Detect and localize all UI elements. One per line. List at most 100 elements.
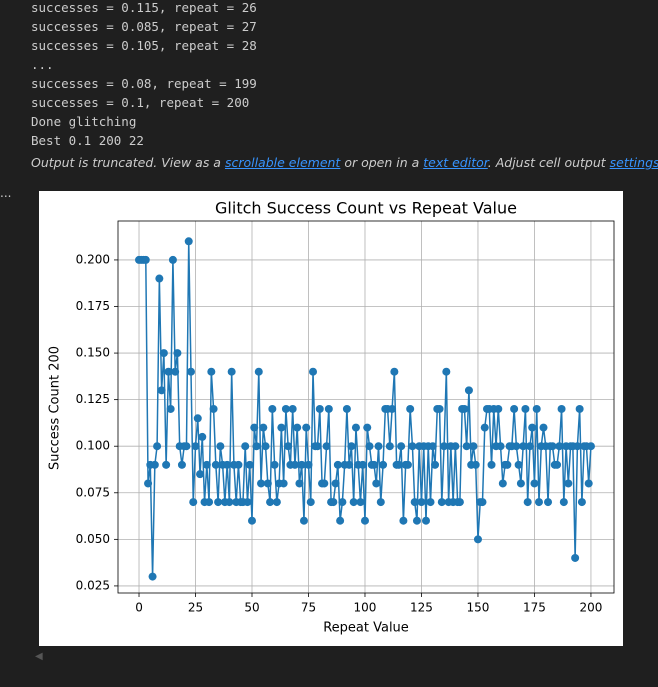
data-point [544,498,553,507]
data-point [374,442,383,451]
data-point [376,498,385,507]
data-point [288,404,297,413]
link[interactable]: scrollable element [224,155,341,170]
data-point [575,404,584,413]
chart-title: Glitch Success Count vs Repeat Value [215,199,517,218]
data-point [309,367,318,376]
x-tick-label: 50 [244,601,259,615]
side-marker: ... [0,186,12,200]
data-point [324,404,333,413]
data-point [370,460,379,469]
data-point [148,572,157,581]
data-point [184,237,193,246]
data-point [471,460,480,469]
chart: Glitch Success Count vs Repeat Value Rep… [39,191,623,646]
data-point [290,460,299,469]
data-point [182,442,191,451]
data-point [164,367,173,376]
y-tick-label: 0.050 [76,532,110,546]
link[interactable]: settings [609,155,658,170]
data-point [162,460,171,469]
data-point [514,460,523,469]
data-point [207,367,216,376]
data-point [559,498,568,507]
data-point [365,442,374,451]
data-point [358,460,367,469]
data-point [530,479,539,488]
data-point [528,423,537,432]
data-point [299,516,308,525]
data-point [247,516,256,525]
data-point [464,386,473,395]
data-point [336,516,345,525]
data-point [494,404,503,413]
output-line: successes = 0.085, repeat = 27 [31,19,257,34]
data-point [548,442,557,451]
x-tick-label: 100 [354,601,377,615]
y-tick-label: 0.100 [76,439,110,453]
data-point [259,423,268,432]
data-point [331,479,340,488]
truncation-message: Output is truncated. View as a scrollabl… [31,155,658,170]
data-point [410,498,419,507]
y-tick-label: 0.150 [76,346,110,360]
y-tick-label: 0.125 [76,392,110,406]
data-point [403,460,412,469]
data-point [532,404,541,413]
data-point [189,498,198,507]
data-point [268,404,277,413]
data-point [394,460,403,469]
data-point [186,367,195,376]
data-point [347,442,356,451]
data-point [261,442,270,451]
data-point [196,470,205,479]
data-point [191,442,200,451]
data-point [209,404,218,413]
data-point [272,498,281,507]
data-point [193,414,202,423]
data-point [168,255,177,264]
data-point [577,498,586,507]
data-point [144,479,153,488]
data-point [297,460,306,469]
data-point [451,442,460,451]
data-point [539,423,548,432]
data-point [313,442,322,451]
data-point [478,498,487,507]
data-point [153,442,162,451]
data-point [198,432,207,441]
output-line: Done glitching [31,114,137,129]
output-line: successes = 0.1, repeat = 200 [31,95,250,110]
data-point [171,367,180,376]
data-point [385,442,394,451]
data-point [521,404,530,413]
output-line: Best 0.1 200 22 [31,133,144,148]
x-tick-label: 200 [579,601,602,615]
data-point [523,498,532,507]
y-tick-label: 0.025 [76,578,110,592]
x-tick-label: 125 [410,601,433,615]
data-point [512,442,521,451]
data-point [510,404,519,413]
plot-frame [117,220,615,594]
message-text: Output is truncated. View as a [31,155,225,170]
data-point [216,442,225,451]
data-point [333,460,342,469]
data-point [254,367,263,376]
data-point [214,498,223,507]
data-point [266,498,275,507]
data-point [480,423,489,432]
output-line: successes = 0.08, repeat = 199 [31,76,257,91]
data-point [397,442,406,451]
data-point [349,498,358,507]
data-point [223,460,232,469]
data-point [351,423,360,432]
data-point [141,255,150,264]
output-line: successes = 0.115, repeat = 26 [31,0,257,15]
data-point [205,498,214,507]
data-point [473,535,482,544]
link[interactable]: text editor [423,155,488,170]
data-point [553,460,562,469]
data-point [417,498,426,507]
message-text: . Adjust cell output [487,155,610,170]
